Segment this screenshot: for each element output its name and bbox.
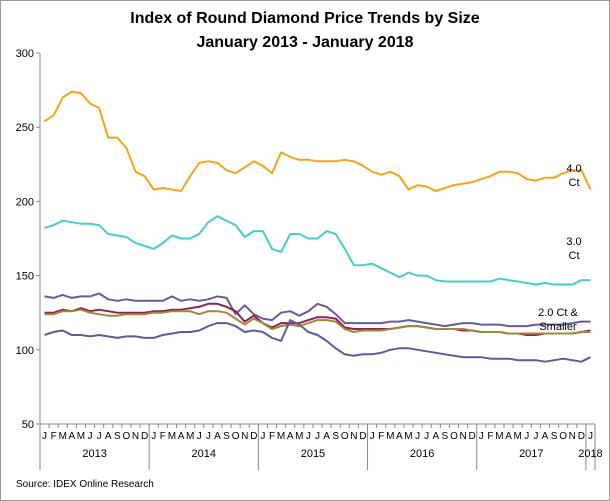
month-label: D [359,431,366,442]
chart-title-line-1: Index of Round Diamond Price Trends by S… [130,10,480,27]
month-label: O [232,431,240,442]
source-note: Source: IDEX Online Research [16,479,154,490]
series-label-s20: Smaller [539,321,577,333]
series-label-s30: Ct [569,250,580,262]
month-label: M [404,431,412,442]
y-tick-label: 50 [22,419,34,431]
series-line-sD [44,319,591,363]
month-label: A [214,431,221,442]
month-label: D [141,431,148,442]
y-tick-label: 250 [16,122,34,134]
month-label: S [442,431,449,442]
month-label: A [287,431,294,442]
month-label: A [542,431,549,442]
month-label: J [524,431,529,442]
month-label: J [42,431,47,442]
series-label-s40: 4.0 [566,163,581,175]
chart-series [43,90,592,363]
month-label: O [341,431,349,442]
month-label: F [378,431,384,442]
month-label: S [551,431,558,442]
month-label: J [415,431,420,442]
month-label: M [186,431,194,442]
month-label: J [370,431,375,442]
month-label: M [168,431,176,442]
month-label: M [277,431,285,442]
month-label: M [513,431,521,442]
y-tick-label: 300 [16,48,34,60]
series-line-s30 [44,215,591,286]
y-tick-label: 150 [16,271,34,283]
month-label: A [396,431,403,442]
month-label: M [295,431,303,442]
month-label: D [250,431,257,442]
month-label: F [487,431,493,442]
month-label: O [450,431,458,442]
month-label: N [241,431,248,442]
month-label: S [332,431,339,442]
series-line-s40 [43,90,592,192]
month-label: J [260,431,265,442]
month-label: M [59,431,67,442]
month-label: J [197,431,202,442]
series-line-sA [44,292,591,328]
month-label: D [578,431,585,442]
month-label: J [306,431,311,442]
series-line-sC [44,308,591,335]
month-label: A [505,431,512,442]
series-label-s40: Ct [569,177,580,189]
month-label: S [114,431,121,442]
year-label: 2013 [82,448,106,460]
month-label: A [105,431,112,442]
month-label: J [315,431,320,442]
month-label: F [51,431,57,442]
month-label: N [569,431,576,442]
month-label: A [69,431,76,442]
series-labels: 4.0 Ct 3.0 Ct 2.0 Ct & Smaller [538,163,582,333]
month-label: J [151,431,156,442]
month-label: N [350,431,357,442]
year-label: 2016 [410,448,434,460]
series-label-s30: 3.0 [566,236,581,248]
year-label: 2018 [578,448,602,460]
month-label: N [459,431,466,442]
month-label: O [123,431,131,442]
month-label: S [223,431,230,442]
year-label: 2015 [301,448,325,460]
month-label: J [479,431,484,442]
y-tick-label: 200 [16,196,34,208]
month-label: M [495,431,503,442]
month-label: M [386,431,394,442]
month-label: A [432,431,439,442]
month-label: N [132,431,139,442]
month-label: A [323,431,330,442]
month-label: J [533,431,538,442]
month-label: J [588,431,593,442]
month-label: J [424,431,429,442]
month-label: O [559,431,567,442]
month-label: F [269,431,275,442]
chart-title-line-2: January 2013 - January 2018 [196,34,414,51]
year-label: 2017 [519,448,543,460]
year-label: 2014 [192,448,216,460]
month-label: J [88,431,93,442]
month-label: A [178,431,185,442]
y-tick-label: 100 [16,345,34,357]
month-label: J [97,431,102,442]
month-label: D [469,431,476,442]
month-label: J [206,431,211,442]
month-label: F [160,431,166,442]
series-label-s20: 2.0 Ct & [538,307,578,319]
month-label: M [77,431,85,442]
